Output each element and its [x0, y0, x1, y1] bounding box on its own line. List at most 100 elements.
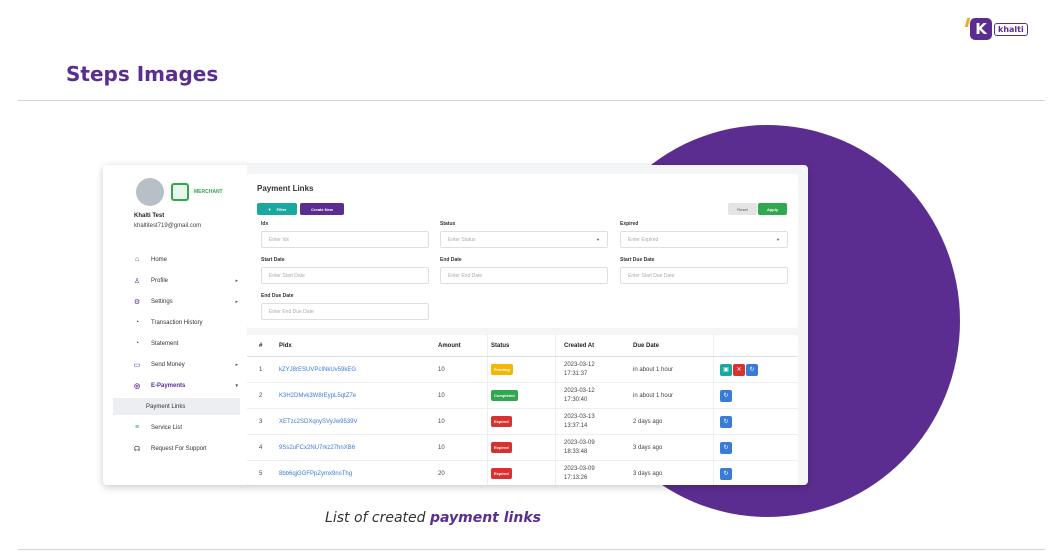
actions-cell: ↻	[720, 409, 733, 434]
sidebar-item-label: Home	[151, 256, 168, 263]
sidebar-item-transaction-history[interactable]: ◔ Transaction History	[133, 312, 243, 333]
status-select[interactable]: Enter Status ▼	[440, 231, 608, 248]
pidx-link[interactable]: K3H2DMvk3W8rEypL5qtZ7e	[279, 392, 357, 399]
amount-cell: 20	[438, 470, 445, 477]
refresh-icon: ↻	[723, 445, 729, 451]
caption-emphasis: payment links	[429, 510, 541, 526]
actions-cell: ↻	[720, 383, 733, 408]
sidebar-subitem-payment-links[interactable]: Payment Links	[113, 398, 240, 415]
sidebar-item-label: Settings	[151, 298, 173, 305]
reset-button[interactable]: Reset	[728, 203, 757, 215]
pidx-link[interactable]: 8bb6qjGGFPpZymx9nsThg	[279, 470, 353, 477]
gear-icon: ⚙	[133, 298, 141, 306]
caption-text: List of created	[325, 510, 430, 526]
chevron-down-icon: ▼	[596, 237, 600, 242]
header-cell: Due Date	[633, 342, 660, 349]
pidx-link[interactable]: 9Ss2uFCx2NU7rkz27hnXB6	[279, 444, 356, 451]
end-date-input[interactable]: Enter End Date	[440, 267, 608, 284]
column-divider	[487, 335, 488, 485]
statement-icon: ◔	[134, 340, 140, 347]
amount-cell: 10	[438, 444, 445, 451]
refresh-icon: ↻	[723, 419, 729, 425]
khalti-logo: K khalti	[970, 18, 1028, 40]
payment-links-table: # Pidx Amount Status Created At Due Date…	[247, 335, 798, 485]
sidebar-item-profile[interactable]: ♙ Profile ▸	[133, 270, 243, 291]
status-cell: Expired	[491, 435, 512, 460]
sidebar-menu-lower: ≡ Service List ☊ Request For Support	[133, 417, 243, 459]
status-label: Status	[440, 221, 456, 227]
column-divider	[713, 335, 714, 485]
chevron-down-icon: ▼	[776, 237, 780, 242]
page-title: Steps Images	[66, 62, 219, 86]
table-row: 2 K3H2DMvk3W8rEypL5qtZ7e 10 Completed 2023-0…	[247, 383, 798, 409]
user-name: Khalti Test	[134, 213, 165, 219]
created-time: 17:13:26	[564, 474, 588, 481]
header-cell: Pidx	[279, 342, 292, 349]
table-row: 4 9Ss2uFCx2NU7rkz27hnXB6 10 Expired 2023-03-…	[247, 435, 798, 461]
caption: List of created payment links	[0, 510, 866, 526]
home-icon: ⌂	[134, 256, 140, 263]
refresh-button[interactable]: ↻	[720, 467, 732, 480]
chevron-right-icon: ▸	[235, 361, 238, 368]
created-date: 2023-03-09	[564, 439, 595, 446]
sidebar-menu: ⌂ Home ♙ Profile ▸ ⚙ Settings ▸ ◔ Transaction …	[133, 249, 243, 396]
refresh-icon: ↻	[723, 393, 729, 399]
header-cell: Status	[491, 342, 510, 349]
created-date: 2023-03-12	[564, 361, 595, 368]
sidebar: MERCHANT Khalti Test khaltitest719@gmail…	[103, 165, 247, 485]
sidebar-item-request-support[interactable]: ☊ Request For Support	[133, 438, 243, 459]
sidebar-item-settings[interactable]: ⚙ Settings ▸	[133, 291, 243, 312]
copy-button[interactable]: ▣	[720, 363, 732, 376]
start-due-date-input[interactable]: Enter Start Due Date	[620, 267, 788, 284]
sidebar-item-e-payments[interactable]: ◎ E-Payments ▾	[133, 375, 243, 396]
apply-button[interactable]: Apply	[758, 203, 787, 215]
pidx-link[interactable]: kZYJ8rESUVPcINkUv59kEG	[279, 366, 357, 373]
refresh-icon: ↻	[723, 471, 729, 477]
refresh-button[interactable]: ↻	[746, 363, 758, 376]
table-header: # Pidx Amount Status Created At Due Date	[247, 335, 798, 357]
status-cell: Expired	[491, 409, 512, 434]
refresh-button[interactable]: ↻	[720, 389, 732, 402]
merchant-icon	[171, 183, 189, 201]
cancel-button[interactable]: ✕	[733, 363, 745, 376]
expired-select[interactable]: Enter Expired ▼	[620, 231, 788, 248]
idx-label: Idx	[261, 221, 269, 227]
actions-cell: ▣ ✕ ↻	[720, 357, 759, 382]
start-date-input[interactable]: Enter Start Date	[261, 267, 429, 284]
database-icon: ≡	[134, 424, 140, 431]
column-divider	[555, 335, 556, 485]
row-number: 2	[259, 392, 263, 399]
clock-icon: ◔	[134, 319, 140, 326]
header-cell: Amount	[438, 342, 461, 349]
status-badge: Pending	[491, 364, 513, 375]
avatar	[136, 178, 164, 206]
refresh-icon: ↻	[749, 367, 755, 373]
expired-select-placeholder: Enter Expired	[628, 236, 659, 243]
end-due-date-input[interactable]: Enter End Due Date	[261, 303, 429, 320]
table-row: 3 XETzc2SDXqnySVyJw9539V 10 Expired 2023-03-…	[247, 409, 798, 435]
filter-button[interactable]: ▼ Filter	[257, 203, 297, 215]
filter-icon: ▼	[267, 206, 272, 212]
expired-label: Expired	[620, 221, 639, 227]
sidebar-item-service-list[interactable]: ≡ Service List	[133, 417, 243, 438]
create-new-button[interactable]: Create New	[300, 203, 344, 215]
filter-button-label: Filter	[276, 206, 287, 212]
epayment-icon: ◎	[133, 382, 141, 390]
refresh-button[interactable]: ↻	[720, 441, 732, 454]
refresh-button[interactable]: ↻	[720, 415, 732, 428]
sidebar-item-send-money[interactable]: ▭ Send Money ▸	[133, 354, 243, 375]
sidebar-item-label: Request For Support	[151, 445, 207, 452]
row-number: 4	[259, 444, 263, 451]
user-icon: ♙	[133, 277, 141, 285]
due-date-cell: in about 1 hour	[633, 366, 674, 373]
start-date-label: Start Date	[261, 257, 285, 263]
pidx-link[interactable]: XETzc2SDXqnySVyJw9539V	[279, 418, 358, 425]
sidebar-item-statement[interactable]: ◔ Statement	[133, 333, 243, 354]
created-at-cell: 2023-03-13 13:37:14	[564, 409, 595, 434]
end-due-date-label: End Due Date	[261, 293, 294, 299]
sidebar-item-label: Transaction History	[151, 319, 203, 326]
chevron-right-icon: ▸	[235, 298, 238, 305]
sidebar-item-label: Send Money	[151, 361, 185, 368]
sidebar-item-home[interactable]: ⌂ Home	[133, 249, 243, 270]
idx-input[interactable]: Enter Idx	[261, 231, 429, 248]
